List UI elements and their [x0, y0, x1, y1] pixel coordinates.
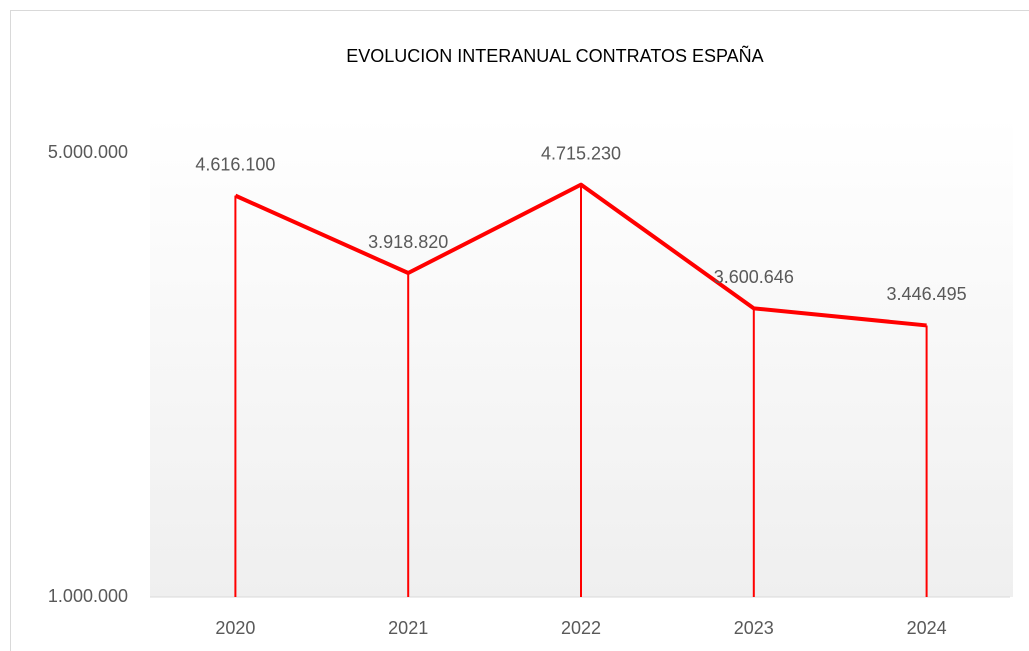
y-tick-label: 1.000.000 — [48, 586, 128, 606]
x-tick-label: 2022 — [561, 618, 601, 638]
line-series — [234, 182, 927, 328]
x-tick-label: 2024 — [907, 618, 947, 638]
data-label: 4.616.100 — [195, 154, 275, 174]
data-label: 4.715.230 — [541, 143, 621, 163]
data-label: 3.600.646 — [714, 267, 794, 287]
data-label: 3.446.495 — [887, 284, 967, 304]
x-tick-label: 2023 — [734, 618, 774, 638]
data-label: 3.918.820 — [368, 232, 448, 252]
y-tick-label: 5.000.000 — [48, 142, 128, 162]
chart-title: EVOLUCION INTERANUAL CONTRATOS ESPAÑA — [346, 45, 763, 66]
x-tick-label: 2020 — [215, 618, 255, 638]
chart-border — [10, 10, 1029, 651]
x-tick-label: 2021 — [388, 618, 428, 638]
